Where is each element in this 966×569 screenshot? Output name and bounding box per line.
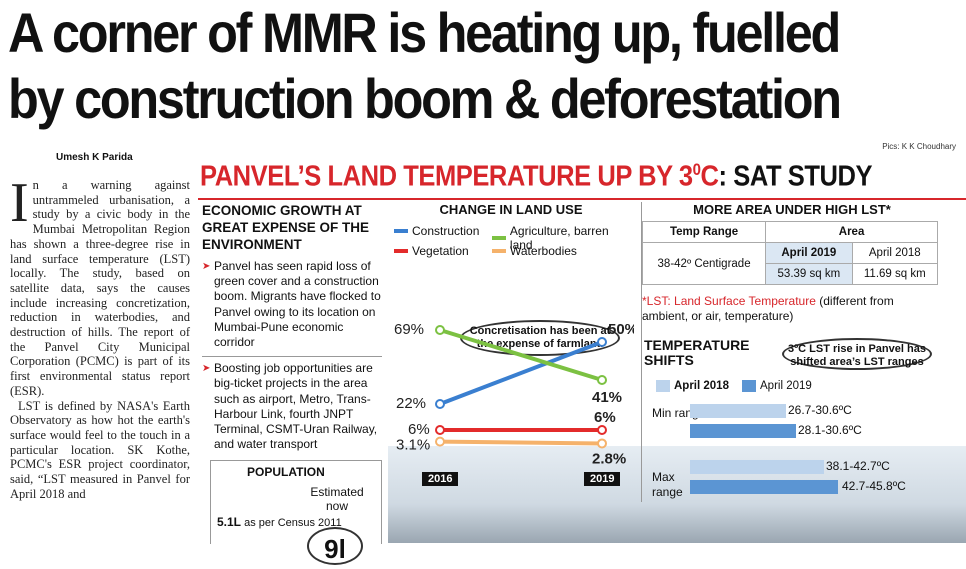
- legend-swatch: [742, 380, 756, 392]
- article-body: I n a warning against untrammeled urbani…: [10, 172, 190, 501]
- headline: A corner of MMR is heating up, fuelled b…: [8, 0, 863, 132]
- shifts-callout: 3ºC LST rise in Panvel has shifted area’…: [782, 338, 932, 370]
- legend-swatch: [656, 380, 670, 392]
- series-point: [435, 325, 445, 335]
- dropcap: I: [10, 172, 29, 234]
- headline-line-1: A corner of MMR is heating up, fuelled: [8, 1, 841, 64]
- population-estimate-bubble: 9l: [307, 527, 363, 565]
- infographic-title: PANVEL’S LAND TEMPERATURE UP BY 30C: SAT…: [200, 160, 873, 193]
- series-point: [597, 337, 607, 347]
- population-panel: POPULATION Estimated now 5.1L as per Cen…: [210, 460, 382, 565]
- lst-table: Temp Range Area 38-42º Centigrade April …: [641, 221, 939, 285]
- data-label: 3.1%: [396, 437, 430, 454]
- col-area: Area: [765, 221, 938, 243]
- series-line-3: [439, 439, 603, 446]
- value-min-2019: 28.1-30.6ºC: [798, 423, 862, 437]
- series-point: [597, 425, 607, 435]
- area-2018: 11.69 sq km: [851, 263, 939, 285]
- bar-max-2018: [690, 460, 824, 474]
- bar-min-2018: [690, 404, 786, 418]
- article-paragraph: LST is defined by NASA's Earth Observato…: [10, 398, 190, 501]
- economic-growth-panel: ECONOMIC GROWTH AT GREAT EXPENSE OF THE …: [202, 202, 382, 462]
- population-label: POPULATION: [247, 465, 325, 479]
- chart-annotation: Concretisation has been at the expense o…: [460, 320, 620, 356]
- series-line-1: [439, 328, 603, 382]
- series-point: [435, 399, 445, 409]
- legend-vegetation: Vegetation: [394, 244, 469, 258]
- legend-april-2018: April 2018: [656, 380, 729, 392]
- x-label-2019: 2019: [584, 472, 621, 486]
- legend-swatch: [492, 249, 506, 253]
- series-point: [597, 438, 607, 449]
- byline: Umesh K Parida: [56, 152, 133, 163]
- area-2019: 53.39 sq km: [765, 263, 853, 285]
- data-label: 6%: [408, 421, 430, 438]
- bar-min-2019: [690, 424, 796, 438]
- economic-heading: ECONOMIC GROWTH AT GREAT EXPENSE OF THE …: [202, 203, 370, 252]
- col-temp-range: Temp Range: [641, 221, 767, 243]
- data-label: 6%: [594, 409, 616, 426]
- more-area-title: MORE AREA UNDER HIGH LST*: [693, 202, 891, 217]
- lst-footnote: *LST: Land Surface Temperature (differen…: [642, 294, 894, 323]
- legend-april-2019: April 2019: [742, 380, 812, 392]
- land-use-plot: 22%50%69%41%6%6%3.1%2.8%: [394, 321, 634, 467]
- value-max-2019: 42.7-45.8ºC: [842, 479, 906, 493]
- series-point: [597, 375, 607, 385]
- economic-point: Boosting job opportunities are big-ticke…: [202, 356, 382, 452]
- data-label: 2.8%: [592, 450, 626, 467]
- legend-swatch: [492, 236, 506, 240]
- data-label: 69%: [394, 321, 424, 338]
- infographic: PANVEL’S LAND TEMPERATURE UP BY 30C: SAT…: [198, 156, 966, 565]
- more-area-panel: MORE AREA UNDER HIGH LST* Temp Range Are…: [641, 202, 942, 285]
- max-range-label: Max range: [652, 470, 683, 499]
- year-2018-header: April 2018: [851, 242, 939, 264]
- series-point: [435, 425, 445, 435]
- article-paragraph: n a warning against untrammeled urbanisa…: [10, 178, 190, 398]
- land-use-chart: CHANGE IN LAND USE Construction Agricult…: [388, 202, 634, 502]
- title-rule: [198, 198, 966, 200]
- year-2019-header: April 2019: [765, 242, 853, 264]
- economic-point: Panvel has seen rapid loss of green cove…: [202, 259, 382, 350]
- series-point: [435, 436, 445, 447]
- data-label: 41%: [592, 389, 622, 406]
- series-line-0: [439, 340, 603, 406]
- data-label: 50%: [608, 321, 634, 338]
- column-divider: [641, 202, 642, 502]
- headline-line-2: by construction boom & deforestation: [8, 67, 842, 130]
- data-label: 22%: [396, 395, 426, 412]
- cityscape-photo: [388, 446, 966, 543]
- population-census: 5.1L as per Census 2011: [217, 515, 342, 530]
- legend-swatch: [394, 229, 408, 233]
- legend-construction: Construction: [394, 224, 479, 238]
- bar-max-2019: [690, 480, 838, 494]
- legend-waterbodies: Waterbodies: [492, 244, 577, 258]
- legend-agriculture: Agriculture, barren land: [492, 224, 634, 252]
- value-min-2018: 26.7-30.6ºC: [788, 403, 852, 417]
- temp-range-value: 38-42º Centigrade: [641, 242, 767, 285]
- legend-swatch: [394, 249, 408, 253]
- temperature-shifts-panel: TEMPERATURE SHIFTS 3ºC LST rise in Panve…: [642, 334, 942, 502]
- value-max-2018: 38.1-42.7ºC: [826, 459, 890, 473]
- x-label-2016: 2016: [422, 472, 459, 486]
- photo-credit: Pics: K K Choudhary: [882, 142, 956, 151]
- population-estimated: Estimated now: [310, 485, 364, 513]
- shifts-title: TEMPERATURE SHIFTS: [644, 337, 750, 368]
- chart-title: CHANGE IN LAND USE: [439, 202, 583, 217]
